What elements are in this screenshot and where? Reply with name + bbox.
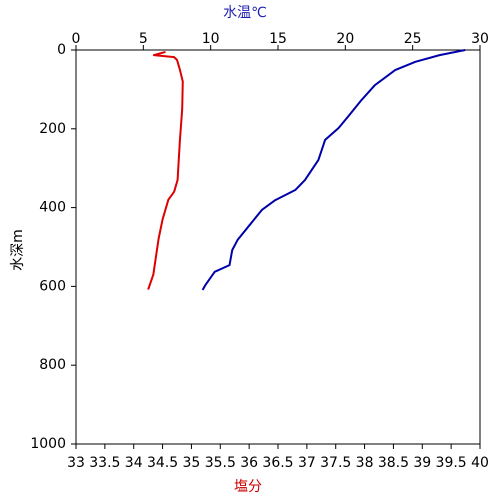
x-tick-label: 37.5 <box>320 455 351 471</box>
y-tick-label: 200 <box>39 121 66 137</box>
x-tick-label: 38 <box>356 455 374 471</box>
x-tick-label: 34.5 <box>147 455 178 471</box>
y-tick-label: 1000 <box>30 436 66 452</box>
bottom-axis-title: 塩分 <box>234 479 262 495</box>
x-tick-label: 34 <box>125 455 143 471</box>
x-tick-label: 35.5 <box>205 455 236 471</box>
x2-tick-label: 10 <box>202 31 220 47</box>
x-tick-label: 36.5 <box>262 455 293 471</box>
plot-frame <box>75 49 481 445</box>
y-axis-title: 水深m <box>10 229 26 271</box>
profile-line <box>147 51 184 290</box>
x2-tick-label: 20 <box>336 31 354 47</box>
y-tick-label: 800 <box>39 357 66 373</box>
x2-tick-label: 5 <box>139 31 148 47</box>
x-tick-label: 37 <box>298 455 316 471</box>
x2-tick-label: 25 <box>404 31 422 47</box>
profile-line <box>201 49 466 291</box>
x-tick-label: 36 <box>240 455 258 471</box>
x2-tick-label: 0 <box>72 31 81 47</box>
y-tick-label: 600 <box>39 278 66 294</box>
x-tick-label: 38.5 <box>378 455 409 471</box>
x-tick-label: 33.5 <box>89 455 120 471</box>
x-tick-label: 40 <box>471 455 489 471</box>
x-tick-label: 39 <box>413 455 431 471</box>
x2-tick-label: 15 <box>269 31 287 47</box>
x-tick-label: 35 <box>183 455 201 471</box>
x2-tick-label: 30 <box>471 31 489 47</box>
x-tick-label: 39.5 <box>436 455 467 471</box>
top-axis-title: 水温℃ <box>223 5 267 21</box>
x-tick-label: 33 <box>67 455 85 471</box>
y-tick-label: 400 <box>39 200 66 216</box>
y-tick-label: 0 <box>57 42 66 58</box>
